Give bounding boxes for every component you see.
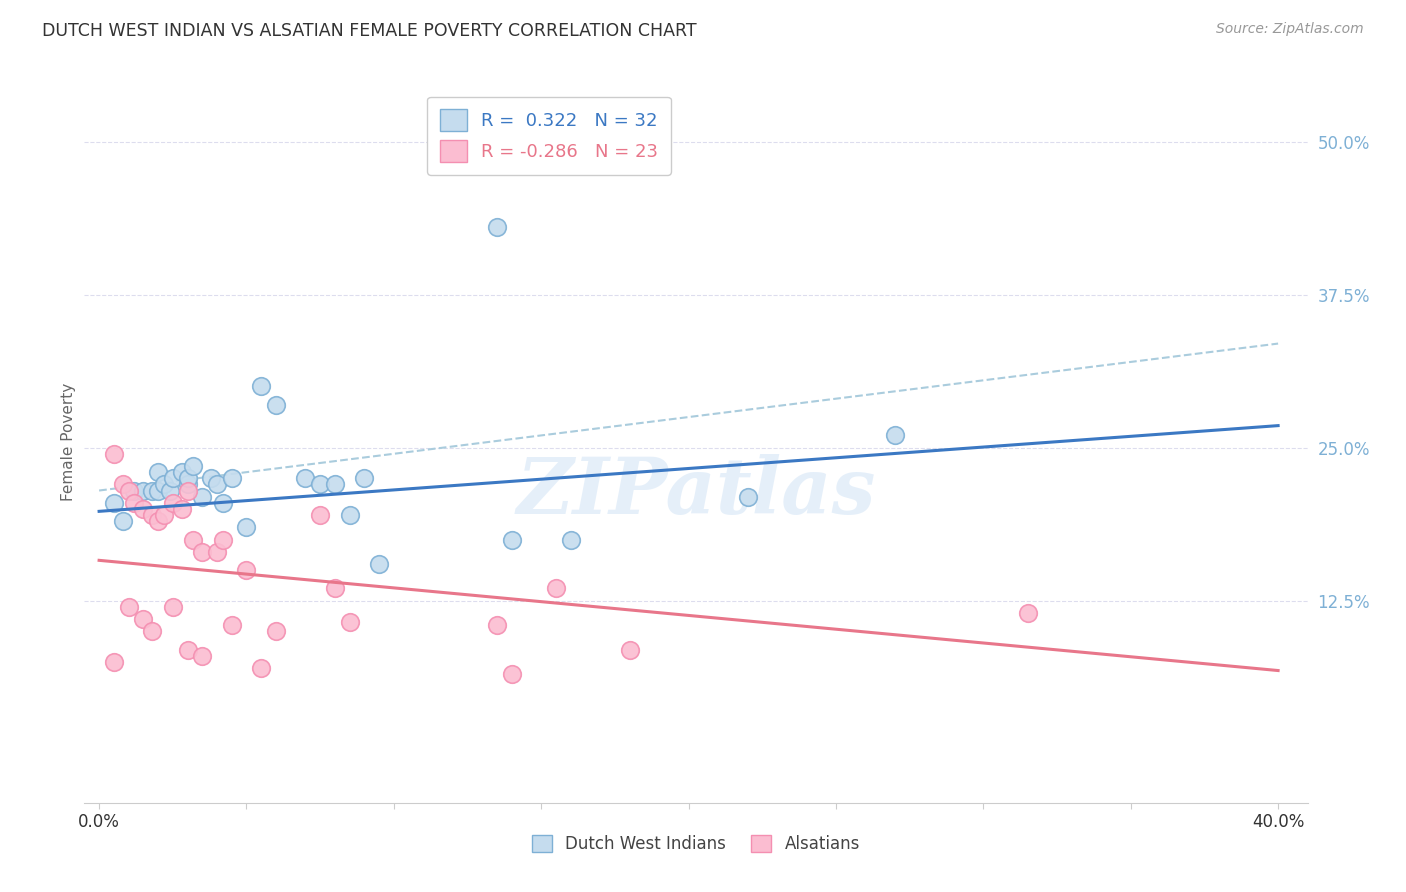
Point: [176, 471, 198, 485]
Point: [205, 477, 228, 491]
Text: DUTCH WEST INDIAN VS ALSATIAN FEMALE POVERTY CORRELATION CHART: DUTCH WEST INDIAN VS ALSATIAN FEMALE POV…: [42, 22, 697, 40]
Point: [884, 428, 907, 442]
Point: [485, 220, 508, 235]
Point: [235, 520, 257, 534]
Point: [544, 582, 567, 596]
Point: [737, 490, 759, 504]
Point: [200, 471, 222, 485]
Point: [153, 477, 176, 491]
Point: [221, 471, 243, 485]
Point: [162, 471, 184, 485]
Point: [141, 483, 163, 498]
Point: [191, 490, 214, 504]
Point: [132, 502, 155, 516]
Point: [485, 618, 508, 632]
Point: [353, 471, 375, 485]
Point: [501, 667, 523, 681]
Point: [212, 496, 235, 510]
Point: [191, 545, 214, 559]
Point: [619, 642, 641, 657]
Text: Source: ZipAtlas.com: Source: ZipAtlas.com: [1216, 22, 1364, 37]
Point: [368, 557, 391, 571]
Point: [309, 477, 332, 491]
Point: [339, 615, 361, 629]
Point: [264, 624, 287, 639]
Point: [124, 496, 146, 510]
Point: [103, 496, 125, 510]
Point: [117, 483, 139, 498]
Point: [132, 612, 155, 626]
Point: [323, 477, 346, 491]
Point: [124, 483, 146, 498]
Point: [111, 477, 134, 491]
Point: [309, 508, 332, 522]
Point: [323, 582, 346, 596]
Point: [103, 447, 125, 461]
Text: ZIPatlas: ZIPatlas: [516, 454, 876, 531]
Point: [162, 599, 184, 614]
Point: [159, 483, 181, 498]
Legend: R =  0.322   N = 32, R = -0.286   N = 23: R = 0.322 N = 32, R = -0.286 N = 23: [427, 96, 671, 175]
Point: [146, 514, 169, 528]
Point: [183, 533, 205, 547]
Point: [176, 477, 198, 491]
Y-axis label: Female Poverty: Female Poverty: [60, 383, 76, 500]
Point: [176, 642, 198, 657]
Point: [339, 508, 361, 522]
Point: [170, 465, 193, 479]
Point: [560, 533, 582, 547]
Point: [176, 483, 198, 498]
Point: [183, 458, 205, 473]
Point: [111, 514, 134, 528]
Point: [1017, 606, 1039, 620]
Point: [221, 618, 243, 632]
Point: [294, 471, 316, 485]
Point: [250, 379, 273, 393]
Point: [264, 398, 287, 412]
Point: [153, 508, 176, 522]
Point: [146, 465, 169, 479]
Point: [132, 483, 155, 498]
Point: [117, 599, 139, 614]
Point: [212, 533, 235, 547]
Point: [191, 648, 214, 663]
Point: [162, 496, 184, 510]
Point: [141, 624, 163, 639]
Point: [146, 483, 169, 498]
Point: [205, 545, 228, 559]
Point: [235, 563, 257, 577]
Point: [141, 508, 163, 522]
Point: [103, 655, 125, 669]
Point: [501, 533, 523, 547]
Point: [170, 502, 193, 516]
Point: [250, 661, 273, 675]
